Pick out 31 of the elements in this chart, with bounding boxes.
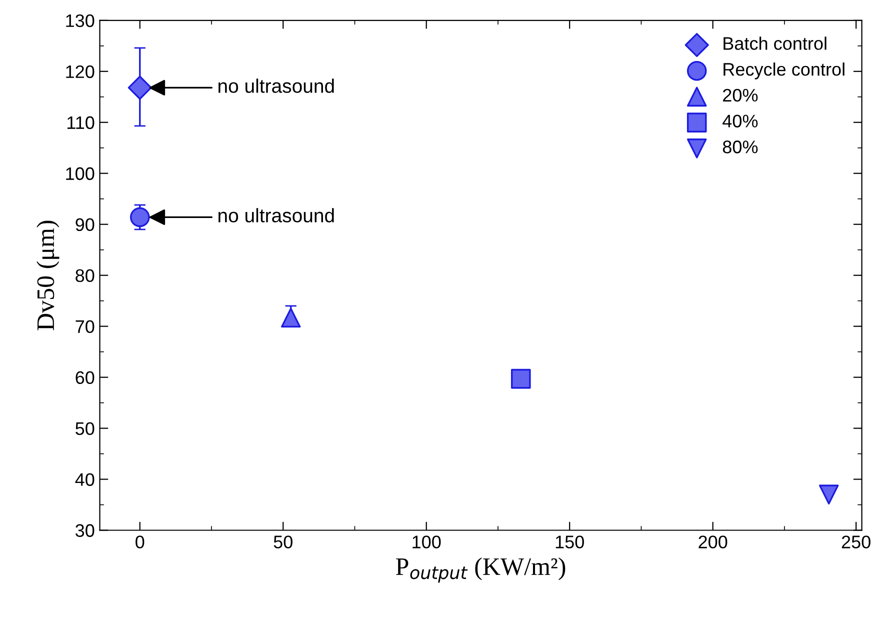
y-tick-label: 60 — [76, 371, 94, 384]
point — [280, 308, 301, 328]
point — [818, 484, 839, 504]
annotation: no ultrasound — [218, 78, 334, 93]
y-tick-label: 90 — [76, 218, 94, 232]
y-tick-label: 120 — [66, 65, 94, 78]
annotation: no ultrasound — [218, 208, 334, 222]
legend-label: Batch control — [724, 36, 826, 50]
y-tick-label: 50 — [76, 422, 94, 435]
legend-label: 80% — [722, 140, 758, 154]
y-tick-label: 130 — [66, 14, 94, 28]
x-tick-label: 250 — [842, 536, 870, 548]
y-axis-title: Dv50 (μm) — [36, 220, 60, 330]
point — [511, 368, 531, 389]
y-tick-label: 80 — [76, 269, 94, 282]
point — [128, 76, 152, 100]
y-tick-label: 100 — [66, 167, 94, 180]
y-tick-label: 30 — [76, 524, 94, 537]
legend-label: 40% — [722, 114, 758, 128]
x-tick-label: 0 — [136, 536, 144, 548]
x-tick-label: 50 — [274, 536, 292, 548]
y-tick-label: 40 — [75, 473, 94, 486]
x-tick-label: 150 — [556, 536, 584, 548]
y-tick-label: 70 — [76, 320, 94, 334]
point — [130, 207, 150, 228]
legend-label: 20% — [723, 88, 758, 102]
y-tick-label: 110 — [68, 116, 94, 130]
legend-label: Recycle control — [724, 62, 844, 80]
x-axis-title: P$_{output}$ (KW/m²) — [396, 557, 566, 583]
x-tick-label: 100 — [412, 536, 441, 548]
x-tick-label: 200 — [698, 536, 728, 548]
